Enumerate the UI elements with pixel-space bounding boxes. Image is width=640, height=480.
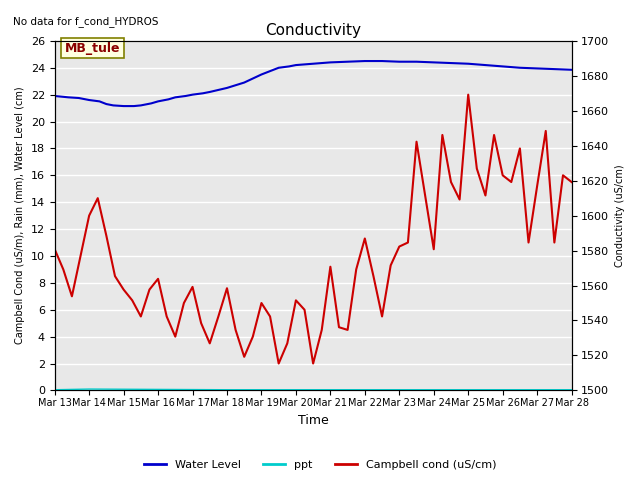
Title: Conductivity: Conductivity <box>265 24 361 38</box>
Y-axis label: Campbell Cond (uS/m), Rain (mm), Water Level (cm): Campbell Cond (uS/m), Rain (mm), Water L… <box>15 87 25 345</box>
Y-axis label: Conductivity (uS/cm): Conductivity (uS/cm) <box>615 164 625 267</box>
Legend: Water Level, ppt, Campbell cond (uS/cm): Water Level, ppt, Campbell cond (uS/cm) <box>140 456 500 474</box>
X-axis label: Time: Time <box>298 414 328 427</box>
Text: No data for f_cond_HYDROS: No data for f_cond_HYDROS <box>13 16 159 27</box>
Text: MB_tule: MB_tule <box>65 42 120 55</box>
